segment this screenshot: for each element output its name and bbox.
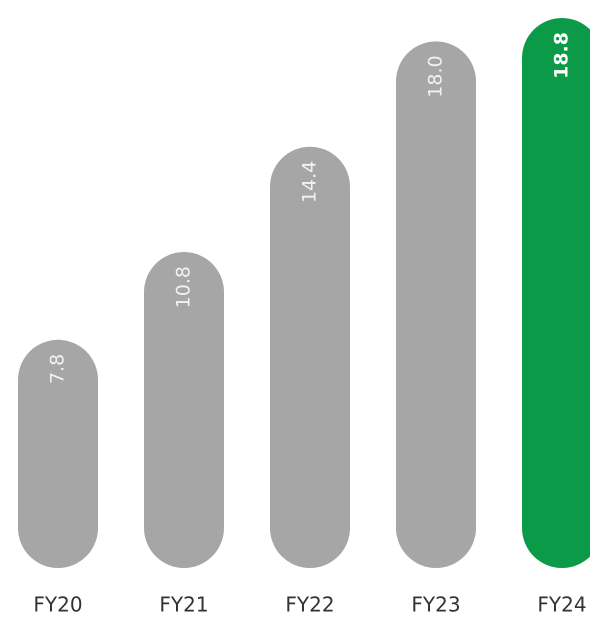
x-tick-label: FY24 (537, 593, 586, 617)
bar (144, 252, 224, 569)
x-tick-label: FY22 (285, 593, 334, 617)
x-tick-label: FY23 (411, 593, 460, 617)
value-label: 18.8 (551, 32, 573, 79)
value-label: 18.0 (425, 55, 447, 97)
bar (18, 339, 98, 568)
value-label: 10.8 (173, 266, 195, 308)
value-label: 14.4 (299, 161, 321, 203)
bar (522, 18, 590, 568)
x-tick-label: FY21 (159, 593, 208, 617)
bar (270, 146, 350, 569)
bar (396, 41, 476, 569)
value-label: 7.8 (47, 354, 69, 384)
x-tick-label: FY20 (33, 593, 82, 617)
